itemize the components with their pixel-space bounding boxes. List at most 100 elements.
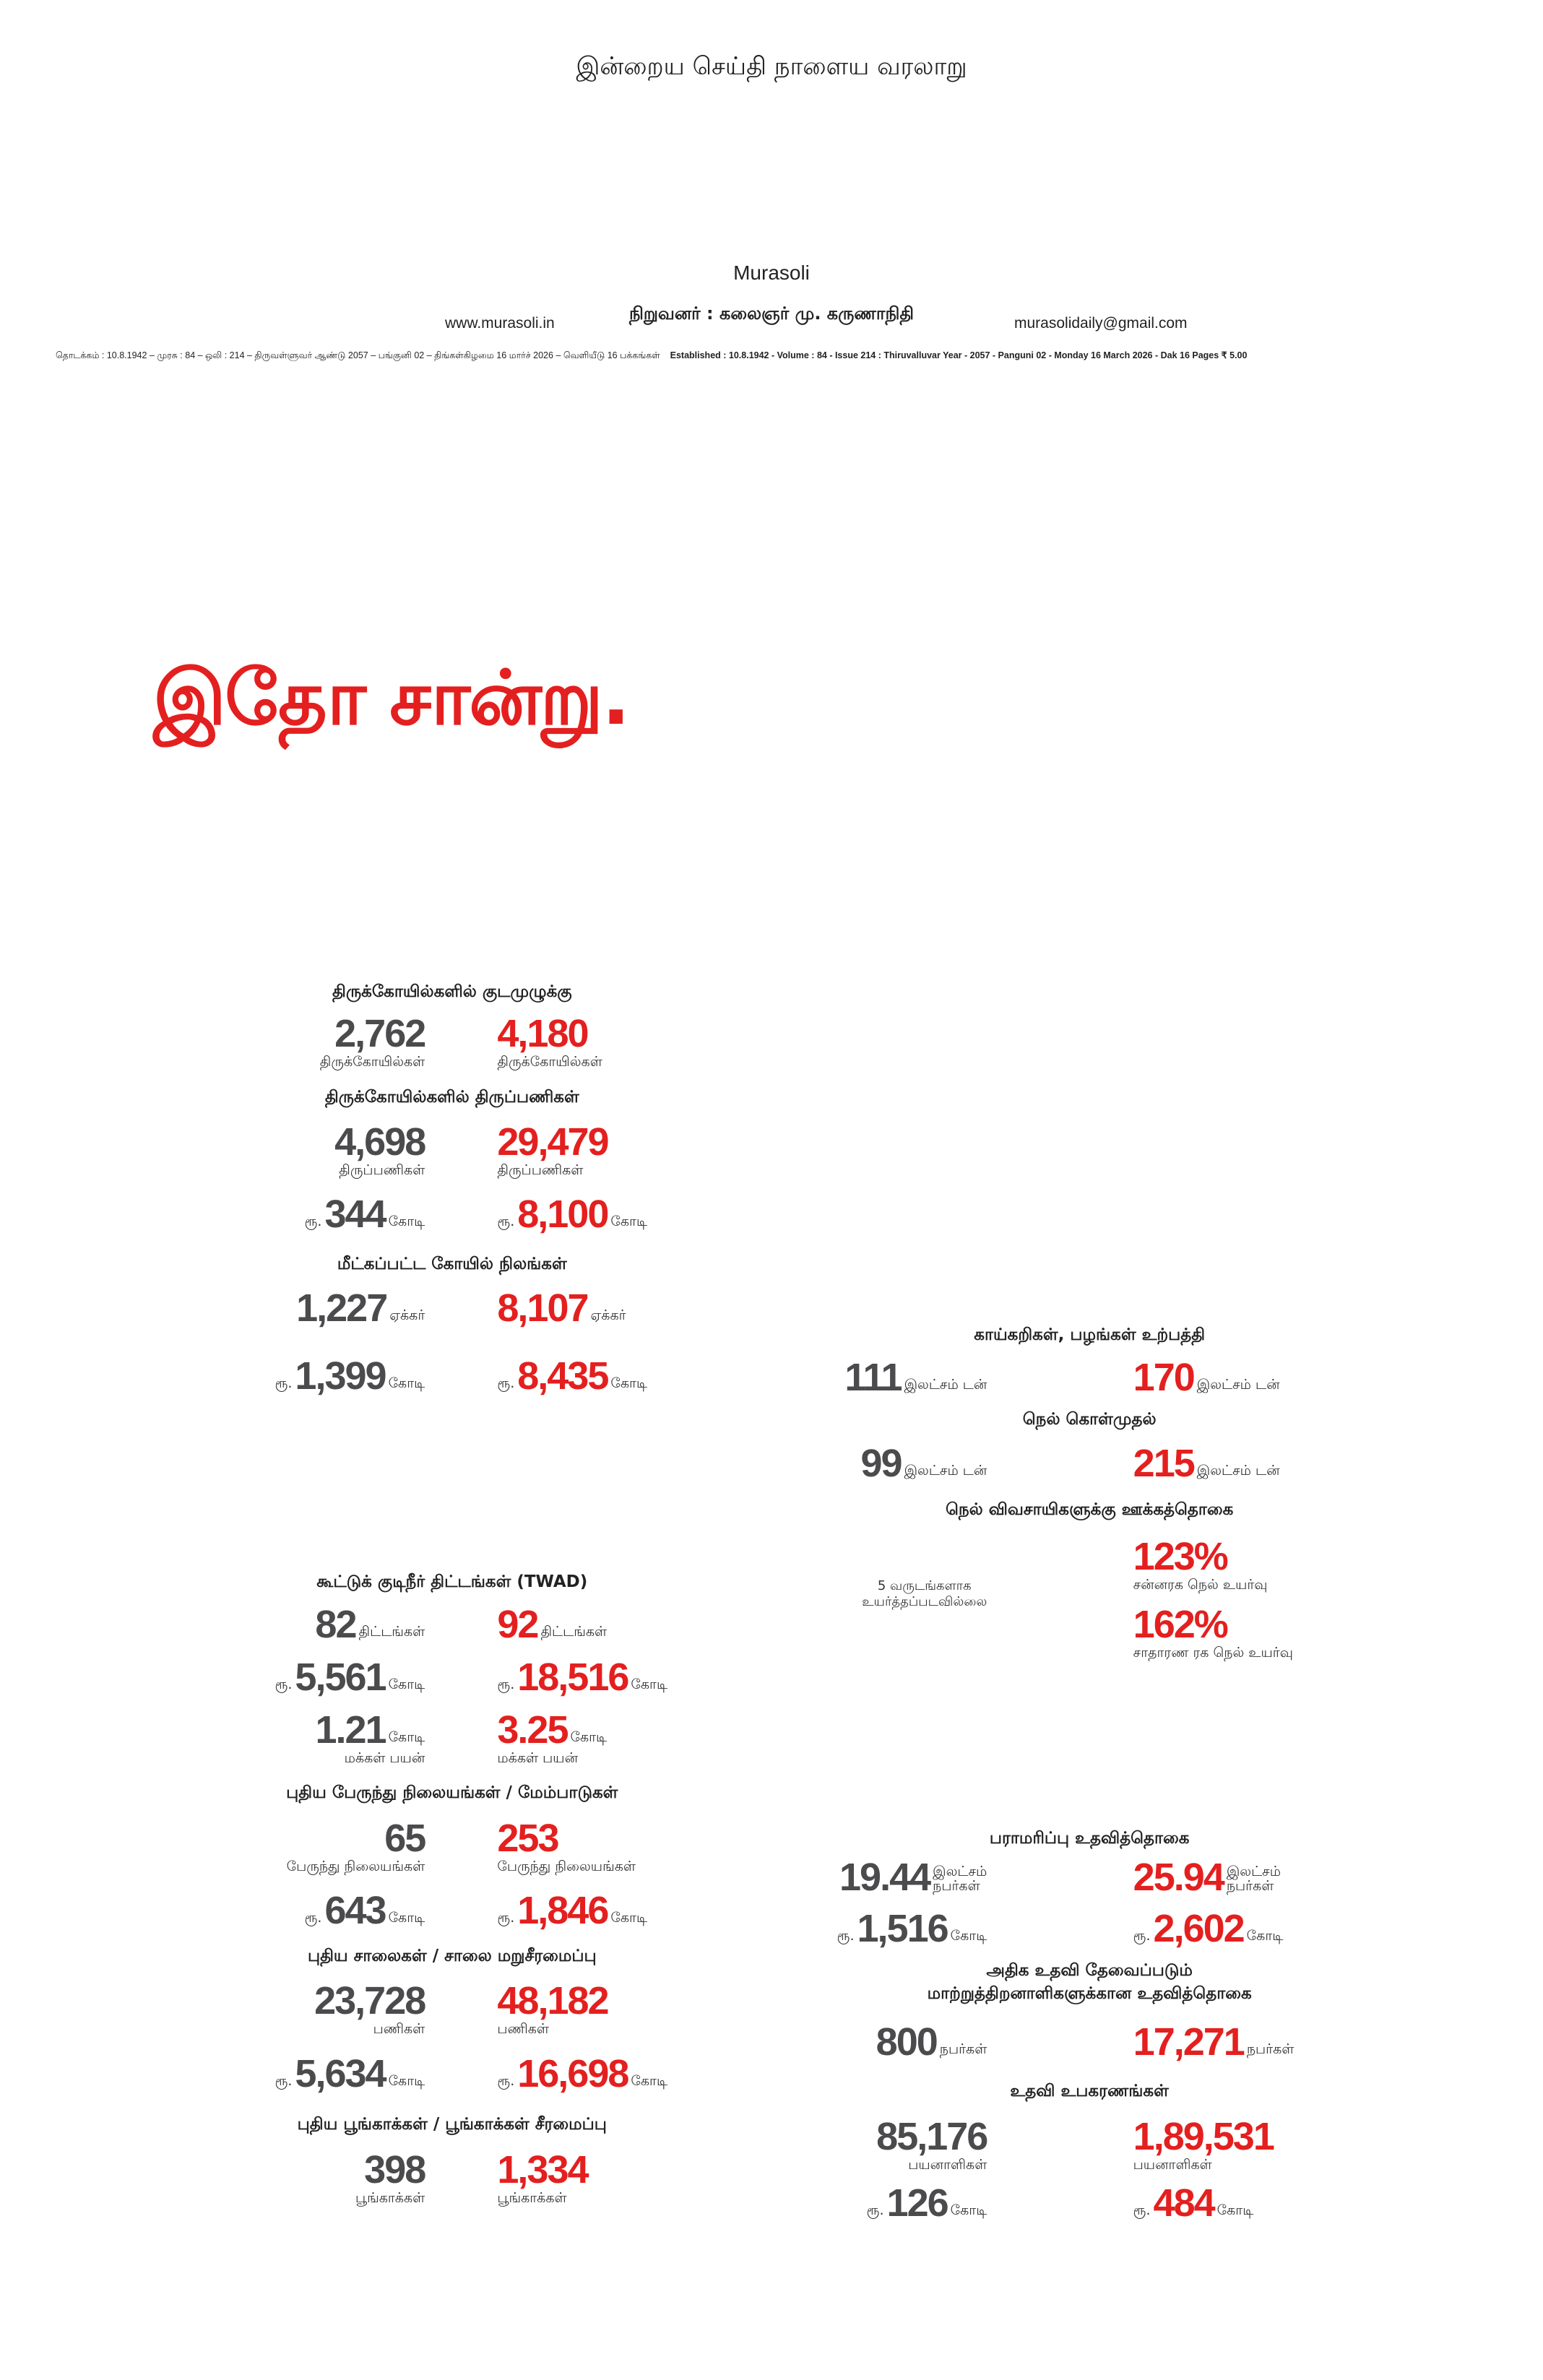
stat-value: 2,602: [1153, 1907, 1245, 1951]
stat-line: 48,182: [497, 1981, 609, 2021]
title-line: திருக்கோயில்களில் குடமுழுக்கு: [332, 982, 572, 1001]
title-line: புதிய சாலைகள் / சாலை மறுசீரமைப்பு: [307, 1946, 597, 1965]
stat-value: 1,516: [857, 1907, 949, 1951]
stat-right: 92 திட்டங்கள்: [497, 1604, 607, 1645]
stat-caption: சாதாரண ரக நெல் உயர்வு: [1133, 1644, 1293, 1661]
stat-line: 92 திட்டங்கள்: [497, 1604, 607, 1645]
currency-prefix: ரூ.: [304, 1910, 322, 1926]
currency-prefix: ரூ.: [275, 2072, 293, 2089]
stat-unit: கோடி: [631, 2072, 668, 2089]
stat-left: ரூ. 344 கோடி: [305, 1194, 425, 1234]
section-title: புதிய பூங்காக்கள் / பூங்காக்கள் சீரமைப்ப…: [91, 2113, 813, 2136]
stat-caption: திருப்பணிகள்: [339, 1162, 425, 1179]
stat-caption: பூங்காக்கள்: [497, 2190, 567, 2206]
stat-unit: இலட்சம் டன்: [1196, 1462, 1280, 1479]
stat-line: 253: [497, 1818, 559, 1858]
stat-unit: கோடி: [388, 1676, 425, 1692]
section-title: நெல் விவசாயிகளுக்கு ஊக்கத்தொகை: [728, 1498, 1451, 1521]
stat-unit: கோடி: [570, 1728, 608, 1745]
unit-line: இலட்சம்: [933, 1864, 987, 1880]
stat-line: ரூ. 18,516 கோடி: [497, 1657, 667, 1697]
unit-line: இலட்சம்: [1226, 1864, 1281, 1880]
stat-line: 162%: [1133, 1602, 1229, 1646]
masthead-name: Murasoli: [733, 261, 810, 284]
stat-left: ரூ. 1,399 கோடி: [275, 1356, 425, 1396]
stat-line: ரூ. 344 கோடி: [305, 1194, 425, 1234]
currency-prefix: ரூ.: [304, 1213, 322, 1230]
stat-value: 398: [364, 2148, 426, 2191]
stat-line: ரூ. 5,634 கோடி: [275, 2054, 425, 2094]
stat-value: 1,334: [497, 2148, 589, 2191]
stat-unit: கோடி: [388, 1910, 425, 1926]
section-title: அதிக உதவி தேவைப்படும் மாற்றுத்திறனாளிகளுக…: [728, 1959, 1451, 2005]
stat-unit: இலட்சம் நபர்கள்: [1227, 1864, 1281, 1897]
stat-left: 398 பூங்காக்கள்: [355, 2148, 426, 2206]
stat-unit: கோடி: [610, 1213, 648, 1230]
stat-caption: பூங்காக்கள்: [355, 2190, 425, 2206]
stat-value: 123%: [1133, 1535, 1229, 1578]
stat-value: 1,227: [296, 1286, 388, 1330]
stat-value: 1,846: [517, 1889, 609, 1933]
tagline: இன்றைய செய்தி நாளைய வரலாறு: [576, 52, 967, 81]
stat-unit: கோடி: [388, 1213, 425, 1230]
title-line: புதிய பேருந்து நிலையங்கள் / மேம்பாடுகள்: [286, 1783, 618, 1803]
dateline-tamil: தொடக்கம் : 10.8.1942 – முரசு : 84 – ஒலி …: [56, 350, 660, 360]
stat-line: 170 இலட்சம் டன்: [1133, 1357, 1280, 1398]
section-title: புதிய பேருந்து நிலையங்கள் / மேம்பாடுகள்: [91, 1781, 813, 1804]
stat-value: 162%: [1133, 1602, 1229, 1646]
founder: நிறுவனர் : கலைஞர் மு. கருணாநிதி: [628, 303, 915, 324]
stat-unit: ஏக்கர்: [590, 1307, 626, 1323]
stat-unit: இலட்சம் டன்: [1196, 1376, 1280, 1393]
stat-unit: நபர்கள்: [1246, 2041, 1295, 2057]
stat-line: 25.94 இலட்சம் நபர்கள்: [1133, 1857, 1281, 1897]
currency-prefix: ரூ.: [1133, 2202, 1151, 2218]
stat-left: 1,227 ஏக்கர்: [296, 1288, 425, 1328]
stat-right: 1,89,531 பயனாளிகள்: [1133, 2115, 1275, 2173]
stat-value: 344: [324, 1193, 386, 1237]
stat-value: 17,271: [1133, 2020, 1245, 2064]
stat-left: ரூ. 126 கோடி: [867, 2183, 987, 2223]
currency-prefix: ரூ.: [275, 1375, 293, 1391]
stat-line: 85,176: [876, 2116, 988, 2157]
stat-line: ரூ. 1,399 கோடி: [275, 1356, 425, 1396]
stat-unit: கோடி: [950, 2202, 987, 2218]
stat-right: 3.25 கோடி மக்கள் பயன்: [497, 1710, 607, 1766]
stat-value: 82: [315, 1602, 357, 1646]
stat-value: 8,100: [517, 1193, 609, 1237]
stat-line: ரூ. 16,698 கோடி: [497, 2054, 667, 2094]
stat-value: 1.21: [315, 1708, 386, 1752]
stat-value: 484: [1153, 2181, 1216, 2225]
stat-caption: பயனாளிகள்: [908, 2157, 987, 2173]
stat-caption: பணிகள்: [373, 2021, 425, 2038]
stat-unit: கோடி: [1216, 2202, 1254, 2218]
note-line: 5 வருடங்களாக: [877, 1578, 972, 1593]
stat-line: 2,762: [334, 1013, 426, 1054]
stat-caption: பேருந்து நிலையங்கள்: [286, 1858, 425, 1875]
stat-line: 65: [384, 1818, 426, 1858]
stat-left: 65 பேருந்து நிலையங்கள்: [286, 1818, 427, 1875]
stat-right: ரூ. 16,698 கோடி: [497, 2054, 667, 2094]
stat-right: 29,479 திருப்பணிகள்: [497, 1120, 609, 1178]
title-line: திருக்கோயில்களில் திருப்பணிகள்: [324, 1087, 579, 1107]
section-title: நெல் கொள்முதல்: [728, 1408, 1451, 1431]
stat-value: 29,479: [497, 1120, 609, 1164]
stat-value: 8,107: [497, 1286, 589, 1330]
stat-line: 17,271 நபர்கள்: [1133, 2022, 1295, 2062]
stat-unit: இலட்சம் டன்: [904, 1376, 987, 1393]
stat-unit: திட்டங்கள்: [540, 1623, 608, 1640]
stat-left: ரூ. 643 கோடி: [305, 1890, 425, 1931]
currency-prefix: ரூ.: [1133, 1928, 1151, 1944]
stat-line: 398: [364, 2148, 426, 2191]
stat-value: 1,89,531: [1133, 2115, 1275, 2159]
stat-line: ரூ. 8,100 கோடி: [497, 1194, 647, 1234]
currency-prefix: ரூ.: [497, 1213, 515, 1230]
title-line: நெல் விவசாயிகளுக்கு ஊக்கத்தொகை: [945, 1500, 1234, 1520]
stat-value: 99: [860, 1441, 902, 1485]
stat-value: 643: [324, 1889, 386, 1933]
section-title: கூட்டுக் குடிநீர் திட்டங்கள் (TWAD): [91, 1570, 813, 1593]
stat-right: 253 பேருந்து நிலையங்கள்: [497, 1818, 636, 1874]
stat-value: 4,180: [497, 1012, 589, 1056]
stat-left: 23,728 பணிகள்: [314, 1981, 426, 2038]
section-title: பராமரிப்பு உதவித்தொகை: [728, 1827, 1451, 1850]
note: 5 வருடங்களாக உயர்த்தப்படவில்லை: [862, 1578, 987, 1610]
